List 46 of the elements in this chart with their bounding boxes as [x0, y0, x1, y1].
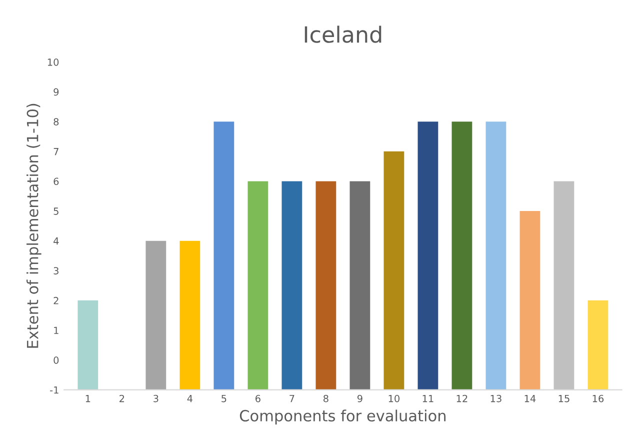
x-axis-title: Components for evaluation: [240, 410, 446, 424]
bar: [248, 181, 268, 390]
bar: [78, 300, 98, 390]
y-tick-label: 3: [54, 267, 58, 274]
x-tick-label: 2: [120, 394, 124, 402]
x-tick-label: 15: [558, 395, 570, 402]
bar: [588, 300, 608, 390]
bar: [146, 240, 166, 390]
bar: [486, 122, 506, 390]
x-tick-label: 8: [324, 394, 328, 402]
x-tick-label: 14: [524, 395, 536, 402]
x-tick-label: 12: [456, 394, 468, 402]
bar: [452, 122, 472, 390]
y-tick-label: 5: [54, 208, 58, 215]
y-tick-label: 8: [54, 118, 59, 126]
x-tick-label: 7: [290, 395, 294, 402]
x-tick-label: 13: [490, 394, 502, 402]
x-tick-label: 6: [256, 394, 260, 402]
x-tick-label: 4: [187, 395, 192, 402]
y-tick-label: 2: [54, 296, 58, 304]
bar: [316, 181, 336, 390]
y-tick-label: 10: [48, 58, 59, 66]
y-tick-label: -1: [50, 386, 58, 394]
bar: [384, 151, 404, 390]
y-tick-label: 4: [54, 237, 59, 245]
x-tick-label: 1: [86, 395, 90, 402]
x-tick-label: 16: [592, 394, 604, 402]
bar: [214, 122, 234, 390]
y-tick-label: 0: [54, 356, 59, 364]
bar: [554, 181, 574, 390]
x-tick-label: 11: [422, 395, 434, 402]
y-tick-label: 6: [54, 178, 59, 186]
y-tick-label: 1: [54, 326, 58, 334]
x-tick-label: 5: [222, 395, 226, 402]
bar: [418, 122, 438, 390]
y-tick-label: 9: [54, 88, 59, 96]
chart-title: Iceland: [304, 26, 382, 43]
x-tick-label: 9: [357, 394, 362, 402]
x-tick-label: 3: [154, 394, 158, 402]
y-tick-label: 7: [54, 148, 58, 156]
bar: [180, 240, 200, 390]
x-tick-label: 10: [388, 394, 400, 402]
bar: [520, 211, 540, 390]
y-axis-title: Extent of implementation (1-10): [26, 104, 42, 348]
bar: [350, 181, 370, 390]
bar: [282, 181, 302, 390]
